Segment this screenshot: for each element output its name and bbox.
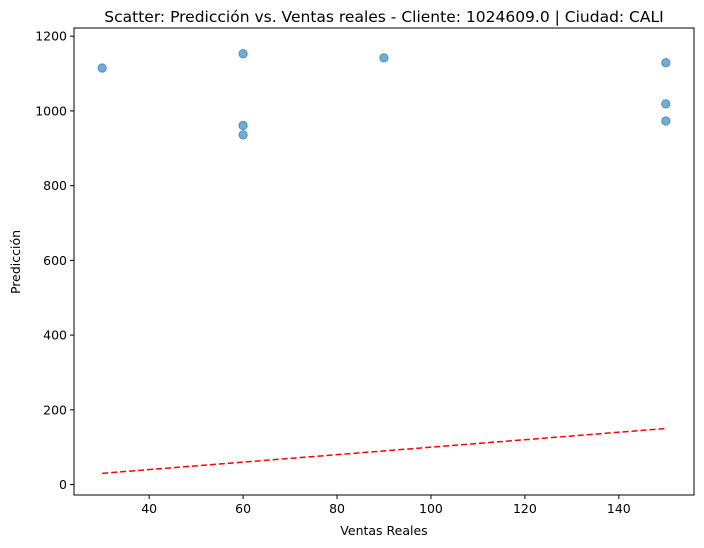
x-tick-label: 60	[235, 501, 251, 516]
y-axis-ticks: 0 200 400 600 800 1000 1200	[35, 29, 74, 492]
reference-line-layer	[102, 427, 666, 475]
y-tick-label: 400	[43, 328, 67, 343]
scatter-point	[97, 63, 107, 73]
scatter-point	[238, 120, 248, 131]
x-tick-label: 100	[419, 501, 443, 516]
scatter-point	[661, 116, 671, 126]
scatter-point	[661, 99, 671, 109]
y-tick-label: 200	[43, 402, 67, 417]
x-tick-label: 40	[141, 501, 157, 516]
scatter-point	[238, 49, 248, 59]
y-tick-label: 800	[43, 178, 67, 193]
scatter-point	[379, 53, 389, 63]
points-layer	[97, 49, 671, 140]
y-tick-label: 600	[43, 253, 67, 268]
y-tick-label: 1000	[35, 103, 67, 118]
scatter-point	[238, 130, 248, 140]
plot-area	[73, 27, 695, 496]
y-tick-label: 0	[59, 477, 67, 492]
x-tick-label: 80	[329, 501, 345, 516]
x-tick-label: 140	[607, 501, 631, 516]
scatter-point	[661, 58, 671, 68]
reference-line	[102, 427, 666, 475]
x-axis-ticks: 40 60 80 100 120 140	[141, 495, 631, 516]
y-axis-label: Predicción	[8, 230, 23, 294]
chart-title: Scatter: Predicción vs. Ventas reales - …	[104, 8, 663, 26]
x-axis-label: Ventas Reales	[340, 523, 427, 538]
x-tick-label: 120	[513, 501, 537, 516]
y-tick-label: 1200	[35, 29, 67, 44]
